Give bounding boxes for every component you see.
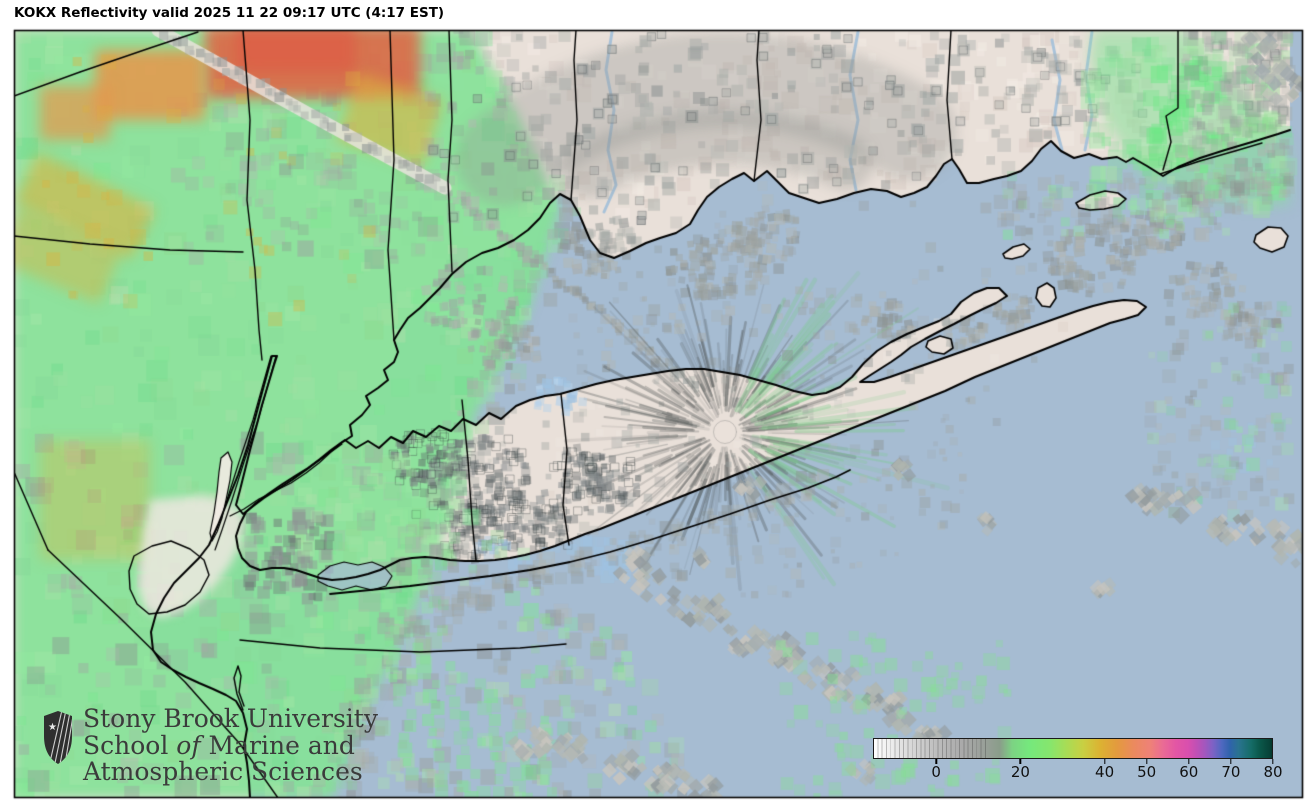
colorbar-ticks: 0 20 40 50 60 70 80 [873,759,1283,781]
logo-line2-italic: of [176,730,201,760]
logo-line3: Atmospheric Sciences [83,757,363,786]
colorbar-tick-mark [935,759,937,764]
colorbar-gradient [874,739,1272,758]
reflectivity-colorbar: 0 20 40 50 60 70 80 [873,738,1283,781]
colorbar-discrete-segments [874,739,990,758]
colorbar-tick-mark [1019,759,1022,764]
colorbar-tick-label: 0 [931,763,941,781]
logo-line2-pre: School [83,730,177,760]
shield-star: ★ [48,722,57,733]
colorbar-tick-label: 70 [1221,763,1241,781]
sbu-shield-icon: ★ [44,711,72,764]
sbu-logo-text: Stony Brook University School of Marine … [83,704,378,786]
colorbar-tick-label: 50 [1137,763,1157,781]
colorbar-tick-mark [1145,759,1148,764]
colorbar-tick-mark [1272,759,1274,764]
logo-line1: Stony Brook University [83,704,378,733]
colorbar-tick-mark [1103,759,1106,764]
colorbar-bar [873,738,1273,759]
logo-line2: School of Marine and [83,730,378,760]
colorbar-tick-mark [1230,759,1232,764]
colorbar-tick-label: 20 [1010,763,1030,781]
colorbar-tick-label: 40 [1095,763,1115,781]
colorbar-tick-label: 80 [1263,763,1283,781]
colorbar-tick-mark [1188,759,1190,764]
sbu-logo: ★ Stony Brook University School of Marin… [42,704,378,786]
colorbar-tick-label: 60 [1179,763,1199,781]
logo-line2-post: Marine and [200,730,355,760]
